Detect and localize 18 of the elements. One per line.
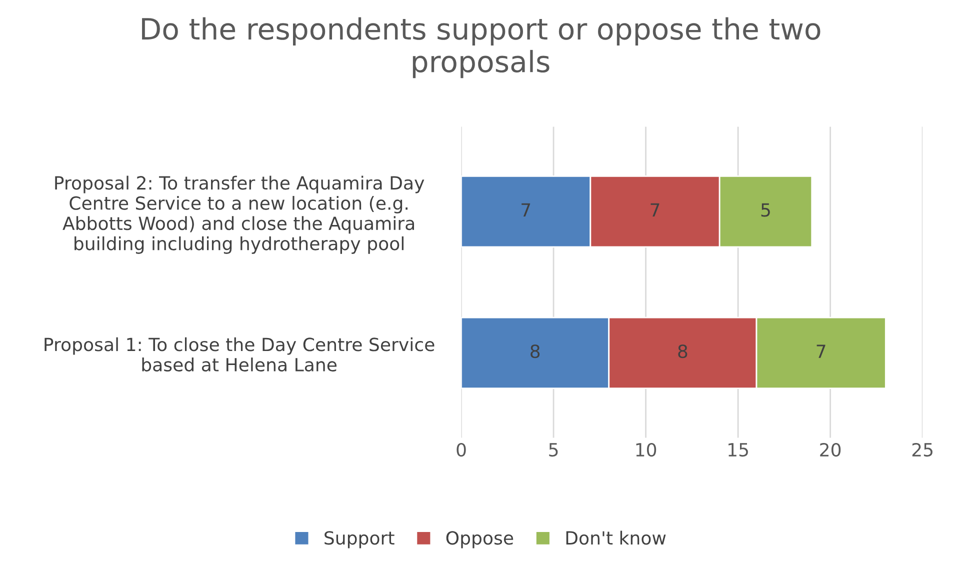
- y-tick-label: Proposal 2: To transfer the Aquamira Day Centre Service to a new location (e.g. Abbotts Wood) and close the Aquamira building including hydrotherapy pool: [55, 176, 424, 254]
- chart-title: Do the respondents support or oppose the two proposals: [142, 17, 820, 78]
- data-label: 5: [761, 203, 770, 217]
- data-label: 7: [650, 203, 660, 217]
- legend-label: Support: [324, 531, 394, 548]
- x-tick-label: 5: [549, 443, 558, 457]
- legend-label: Don't know: [566, 530, 666, 545]
- y-tick-label: Proposal 1: To close the Day Centre Service based at Helena Lane: [44, 337, 434, 372]
- x-tick-label: 25: [912, 442, 932, 457]
- data-label: 7: [816, 344, 826, 358]
- x-tick-label: 10: [636, 442, 656, 457]
- data-label: 7: [522, 203, 530, 217]
- x-tick-label: 20: [820, 442, 841, 457]
- data-label: 8: [678, 344, 688, 358]
- x-tick-label: 15: [728, 443, 748, 457]
- x-tick-label: 0: [456, 442, 466, 457]
- data-label: 8: [530, 344, 540, 358]
- legend-label: Oppose: [446, 531, 514, 548]
